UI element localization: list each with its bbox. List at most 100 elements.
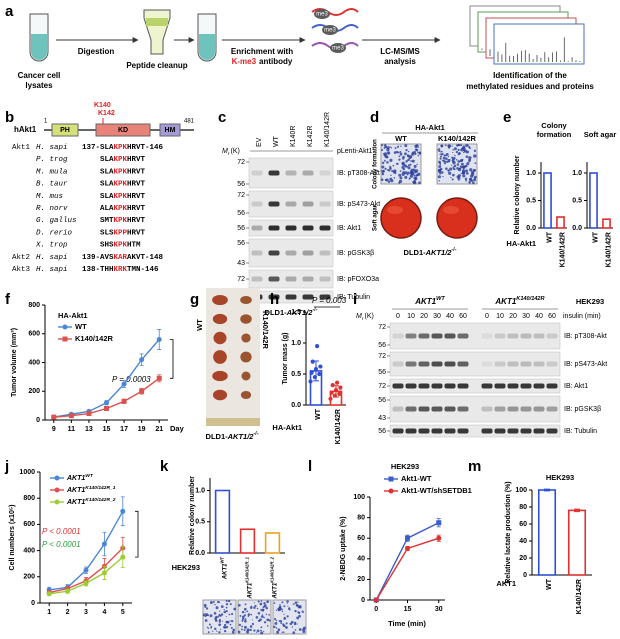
ib-label: IB: pT308-Akt: [564, 333, 607, 340]
colony: [260, 615, 264, 618]
tumor: [213, 331, 227, 345]
colony: [406, 154, 410, 158]
sequence-part: SLS: [100, 229, 114, 237]
bar: [602, 218, 611, 229]
colony: [238, 623, 241, 627]
mw-label: 56: [378, 342, 386, 349]
blot-strip: [248, 157, 334, 189]
sequence-part: 139-AVS: [82, 254, 114, 262]
colony: [256, 629, 260, 633]
colony: [391, 170, 394, 173]
colony: [256, 631, 258, 633]
methyl-label: me3: [332, 46, 344, 52]
colony: [278, 608, 281, 612]
legend-label: Akt1-WT: [401, 474, 432, 483]
band: [520, 333, 532, 339]
species-label: P. trog: [36, 156, 68, 164]
sequence: SLAKPKHRVT: [100, 193, 146, 201]
marker: [436, 535, 442, 541]
colony: [302, 628, 306, 632]
x-tick-label: K140/142R: [576, 579, 583, 614]
band: [494, 361, 506, 367]
species-label: H. sapi: [36, 254, 68, 262]
colony: [469, 168, 473, 172]
band: [251, 170, 263, 176]
mr-label-part: M: [356, 313, 362, 320]
colony: [276, 630, 280, 634]
colony: [239, 614, 242, 617]
colony: [289, 609, 291, 611]
colony: [283, 605, 286, 608]
data-point: [338, 385, 343, 390]
band: [520, 361, 532, 367]
band: [546, 383, 558, 389]
time-label: 30: [433, 313, 441, 320]
x-tick-label-part: AKT1: [272, 582, 278, 599]
colony: [404, 171, 408, 175]
data-point: [337, 391, 342, 396]
marker: [156, 337, 162, 342]
legend-label: WT: [75, 322, 87, 331]
tumor: [241, 371, 251, 381]
sequence: SMTKPKHRVT: [100, 217, 146, 225]
group-label: HA-Akt1: [272, 423, 302, 432]
band: [533, 333, 545, 339]
colony: [381, 172, 385, 176]
colony: [227, 599, 231, 603]
blot-strip: [248, 238, 334, 268]
colony: [405, 148, 408, 152]
band: [494, 406, 506, 412]
colony: [297, 601, 299, 603]
colony: [216, 630, 218, 632]
species-label: D. rerio: [36, 229, 73, 237]
colony: [294, 609, 297, 613]
mw-label: 43: [378, 415, 386, 422]
colony: [266, 625, 269, 627]
colony: [389, 158, 393, 162]
time-axis-label: insulin (min): [563, 313, 601, 320]
band: [392, 406, 404, 412]
y-tick-label: 60: [357, 535, 365, 542]
blot-strip: [389, 395, 561, 423]
colony: [207, 631, 210, 634]
sequence: SLAKPKHRVT: [100, 156, 146, 164]
ib-label: IB: Akt1: [337, 225, 361, 232]
colony: [213, 612, 217, 615]
colony: [452, 173, 455, 177]
marker: [54, 475, 60, 481]
colony: [390, 147, 393, 149]
colony: [447, 169, 450, 172]
colony: [218, 620, 221, 623]
colony: [473, 168, 476, 172]
colony: [418, 151, 422, 155]
blot-strip: [389, 351, 561, 377]
cell-line: DLD1-AKT1/2-/-: [404, 247, 457, 257]
legend-title: HA-Akt1: [58, 311, 88, 320]
y-axis-label: Cell numbers (x10⁵): [9, 505, 16, 571]
step-label: analysis: [384, 57, 416, 66]
x-tick-label: AKT1K140/142R_1: [244, 556, 253, 599]
group-label: K140/142R: [438, 134, 477, 143]
data-point: [329, 390, 334, 395]
chart-title: Soft agar: [584, 130, 617, 139]
x-tick-label-part: K140/142R_1: [244, 556, 249, 583]
gene-label: Akt3: [12, 266, 31, 274]
band: [319, 170, 331, 176]
panel-label: h: [270, 291, 279, 308]
tumor: [241, 333, 251, 343]
panel-label: g: [190, 291, 199, 308]
band: [392, 361, 404, 367]
colony: [447, 144, 451, 148]
colony: [205, 615, 207, 617]
colony: [440, 171, 444, 174]
x-tick-label: 19: [138, 426, 146, 433]
colony: [473, 177, 477, 180]
colony: [462, 165, 466, 169]
x-tick-label-part: K140/142R_2: [269, 556, 274, 583]
colony: [409, 163, 412, 166]
band: [285, 276, 297, 282]
mr-label-part: (K): [364, 313, 373, 320]
colony: [459, 159, 463, 163]
colony: [387, 152, 389, 154]
colony: [438, 165, 442, 169]
